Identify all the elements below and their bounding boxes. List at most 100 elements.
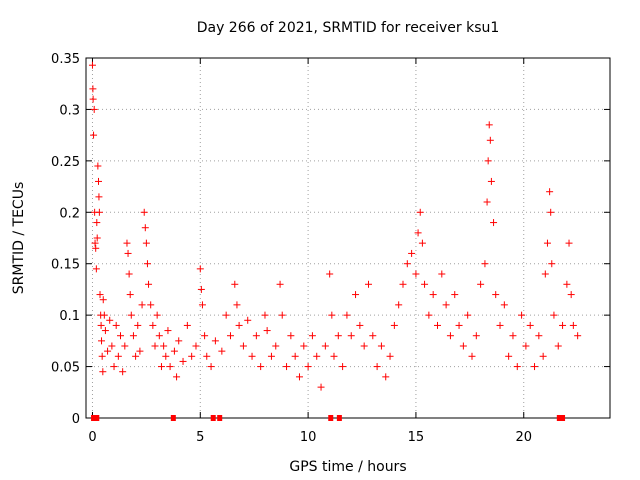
data-point [170, 347, 178, 355]
data-point [218, 347, 226, 355]
data-point [343, 311, 351, 319]
data-point [373, 363, 381, 371]
data-point [196, 265, 204, 273]
data-point [304, 363, 312, 371]
data-point [235, 321, 243, 329]
zero-marker [336, 415, 342, 421]
data-point [141, 224, 149, 232]
data-point [500, 301, 508, 309]
data-point [541, 270, 549, 278]
x-tick-label: 15 [408, 430, 425, 445]
data-point [231, 280, 239, 288]
data-point [484, 157, 492, 165]
data-point [99, 296, 107, 304]
data-point [94, 162, 102, 170]
data-point [117, 332, 125, 340]
data-point [487, 177, 495, 185]
chart-title: Day 266 of 2021, SRMTID for receiver ksu… [197, 20, 500, 36]
data-point [563, 280, 571, 288]
data-point [451, 291, 459, 299]
data-point [352, 291, 360, 299]
data-point [183, 321, 191, 329]
data-point [438, 270, 446, 278]
data-point [522, 342, 530, 350]
data-point [252, 332, 260, 340]
data-point [408, 249, 416, 257]
data-point [548, 260, 556, 268]
data-point [98, 352, 106, 360]
data-point [127, 311, 135, 319]
data-point [403, 260, 411, 268]
data-point [211, 337, 219, 345]
data-point [267, 352, 275, 360]
data-points [88, 61, 582, 391]
data-point [464, 311, 472, 319]
data-point [188, 352, 196, 360]
data-point [88, 61, 96, 69]
data-point [492, 291, 500, 299]
data-point [147, 301, 155, 309]
data-point [513, 363, 521, 371]
data-point [446, 332, 454, 340]
data-point [526, 321, 534, 329]
zero-marker [556, 415, 562, 421]
data-point [356, 321, 364, 329]
data-point [263, 327, 271, 335]
y-tick-label: 0.35 [51, 52, 80, 67]
data-point [123, 239, 131, 247]
data-point [112, 321, 120, 329]
data-point [98, 337, 106, 345]
data-point [166, 363, 174, 371]
data-point [124, 249, 132, 257]
data-point [138, 301, 146, 309]
data-point [261, 311, 269, 319]
data-point [518, 311, 526, 319]
data-point [313, 352, 321, 360]
data-point [97, 321, 105, 329]
data-point [92, 244, 100, 252]
data-point [104, 347, 112, 355]
data-point [207, 363, 215, 371]
data-point [203, 352, 211, 360]
x-tick-label: 20 [515, 430, 532, 445]
data-point [276, 280, 284, 288]
data-point [395, 301, 403, 309]
data-point [173, 373, 181, 381]
data-point [360, 342, 368, 350]
y-tick-label: 0.1 [59, 309, 80, 324]
y-tick-label: 0.25 [51, 155, 80, 170]
data-point [106, 316, 114, 324]
data-point [125, 270, 133, 278]
data-point [339, 363, 347, 371]
data-point [429, 291, 437, 299]
data-point [101, 327, 109, 335]
data-point [239, 342, 247, 350]
data-point [179, 357, 187, 365]
data-point [485, 121, 493, 129]
zero-marker [217, 415, 223, 421]
data-point [442, 301, 450, 309]
data-point [386, 352, 394, 360]
data-point [486, 136, 494, 144]
data-point [505, 352, 513, 360]
grid-lines [86, 58, 610, 418]
zero-marker [94, 415, 100, 421]
y-tick-label: 0.3 [59, 103, 80, 118]
data-point [433, 321, 441, 329]
data-point [416, 208, 424, 216]
data-point [96, 291, 104, 299]
data-point [153, 311, 161, 319]
data-point [257, 363, 265, 371]
data-point [477, 280, 485, 288]
data-point [95, 193, 103, 201]
data-point [89, 95, 97, 103]
data-point [334, 332, 342, 340]
data-point [121, 342, 129, 350]
axis-ticks: 0 0.05 0.1 0.15 0.2 0.25 0.3 0.35 0 5 10 15 20 [51, 52, 610, 445]
data-point [399, 280, 407, 288]
data-point [326, 270, 334, 278]
data-point [89, 85, 97, 93]
data-point [531, 363, 539, 371]
data-point [248, 352, 256, 360]
